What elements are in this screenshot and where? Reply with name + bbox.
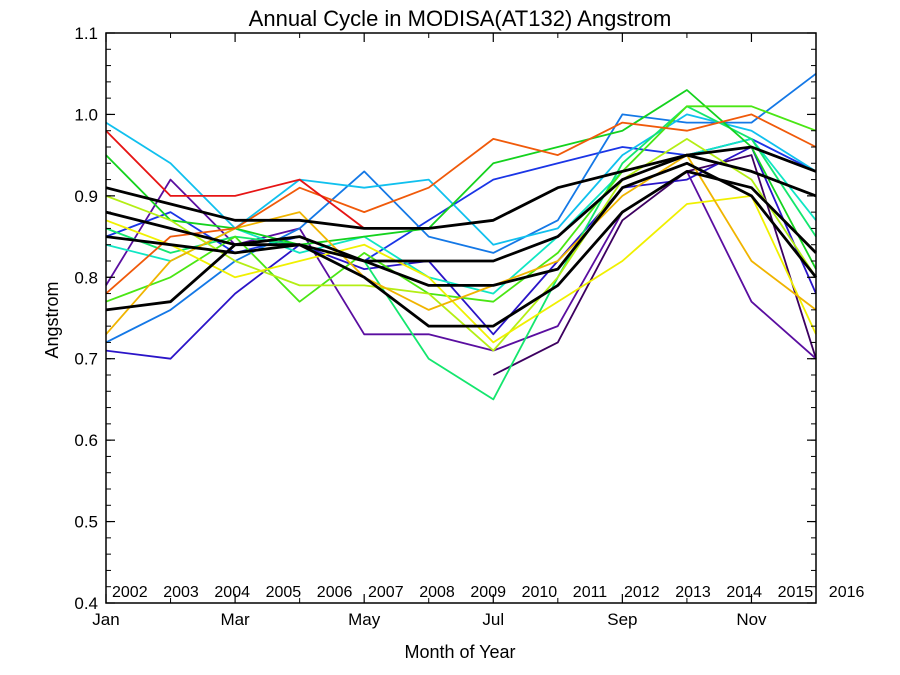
legend-item-2002: 2002 (112, 584, 148, 601)
reference-line-3 (105, 161, 818, 312)
x-tick-label: Nov (736, 610, 767, 629)
series-line-2013 (105, 195, 817, 344)
x-axis-label: Month of Year (404, 642, 515, 662)
legend-item-2015: 2015 (778, 584, 814, 601)
y-tick-label: 1.0 (74, 105, 98, 124)
legend-item-2007: 2007 (368, 584, 404, 601)
legend-item-2013: 2013 (675, 584, 711, 601)
y-tick-label: 0.7 (74, 350, 98, 369)
series-line-2006 (105, 72, 817, 344)
y-axis-label: Angstrom (42, 281, 62, 358)
y-tick-label: 0.5 (74, 513, 98, 532)
reference-line-1 (105, 145, 817, 230)
reference-line-4 (105, 170, 817, 328)
reference-lines-layer (105, 145, 818, 328)
legend-item-2008: 2008 (419, 584, 455, 601)
legend-item-2006: 2006 (317, 584, 353, 601)
legend-item-2003: 2003 (163, 584, 199, 601)
series-line-2011 (105, 105, 817, 303)
series-line-2002 (492, 154, 817, 376)
legend-item-2010: 2010 (522, 584, 558, 601)
legend-item-2011: 2011 (573, 584, 608, 601)
series-line-2015 (105, 113, 817, 295)
x-tick-label: Mar (220, 610, 250, 629)
series-layer (105, 72, 817, 401)
chart-title: Annual Cycle in MODISA(AT132) Angstrom (249, 6, 672, 31)
y-tick-label: 1.1 (74, 24, 98, 43)
y-tick-label: 0.8 (74, 268, 98, 287)
legend-item-2004: 2004 (214, 584, 250, 601)
series-line-2010 (105, 89, 817, 270)
y-tick-label: 0.9 (74, 187, 98, 206)
ticks-layer: Jan Mar May Jul Sep Nov 0.4 0.5 0.6 0.7 0.8 0.9 1.0 1… (74, 24, 817, 629)
legend-item-2014: 2014 (726, 584, 762, 601)
series-line-2009 (105, 105, 817, 401)
x-tick-label: May (348, 610, 381, 629)
legend-item-2012: 2012 (624, 584, 660, 601)
x-tick-label: Jul (482, 610, 504, 629)
plot-frame (105, 32, 817, 604)
legend-item-2009: 2009 (470, 584, 506, 601)
legend-item-2005: 2005 (266, 584, 302, 601)
x-tick-label: Sep (607, 610, 637, 629)
legend: 2002 2003 2004 2005 2006 2007 2008 2009 2010 2011… (112, 584, 864, 601)
legend-item-2016: 2016 (829, 584, 865, 601)
y-tick-label: 0.6 (74, 431, 98, 450)
x-tick-label: Jan (92, 610, 119, 629)
reference-line-2 (105, 153, 817, 263)
y-tick-label: 0.4 (74, 594, 98, 613)
